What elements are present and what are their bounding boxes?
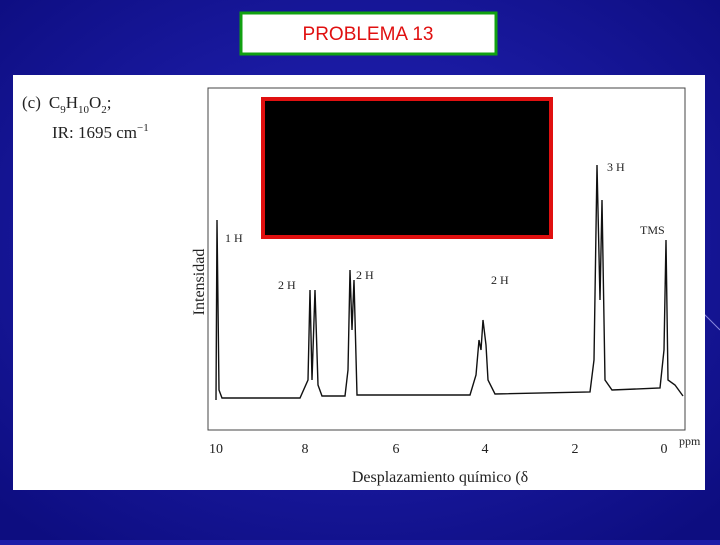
spectrum-label: (c) C9H10O2; [22,93,112,116]
x-tick-label: 10 [209,442,223,457]
peak-label: 2 H [491,273,509,287]
formula: 10 [78,104,90,116]
formula: O [89,93,101,112]
title-box [239,11,498,56]
ir-text: IR: 1695 cm [52,123,137,142]
panel-letter: (c) [22,93,41,112]
y-axis-label: Intensidad [191,249,208,316]
formula: ; [107,93,112,112]
redaction-box [261,97,553,239]
ir-exponent: −1 [137,122,149,134]
spectrum-trace [215,164,684,401]
x-tick-label: 8 [302,442,309,457]
plot-frame [207,87,686,431]
peak-label: 2 H [278,278,296,292]
x-tick-label: 4 [482,442,489,457]
formula: C [49,93,60,112]
x-tick-label: 2 [572,442,579,457]
peak-label: 2 H [356,268,374,282]
peak-label: 3 H [607,160,625,174]
x-tick-label: 0 [661,442,668,457]
formula: 2 [101,104,107,116]
formula: 9 [60,104,66,116]
peak-label: 1 H [225,231,243,245]
x-unit: ppm [679,434,701,448]
formula: H [66,93,78,112]
peak-label: TMS [640,223,665,237]
x-axis-label: Desplazamiento químico (δ [352,469,528,486]
ir-info: IR: 1695 cm−1 [52,122,149,142]
x-tick-label: 6 [393,442,400,457]
slide-title: PROBLEMA 13 [303,24,434,45]
